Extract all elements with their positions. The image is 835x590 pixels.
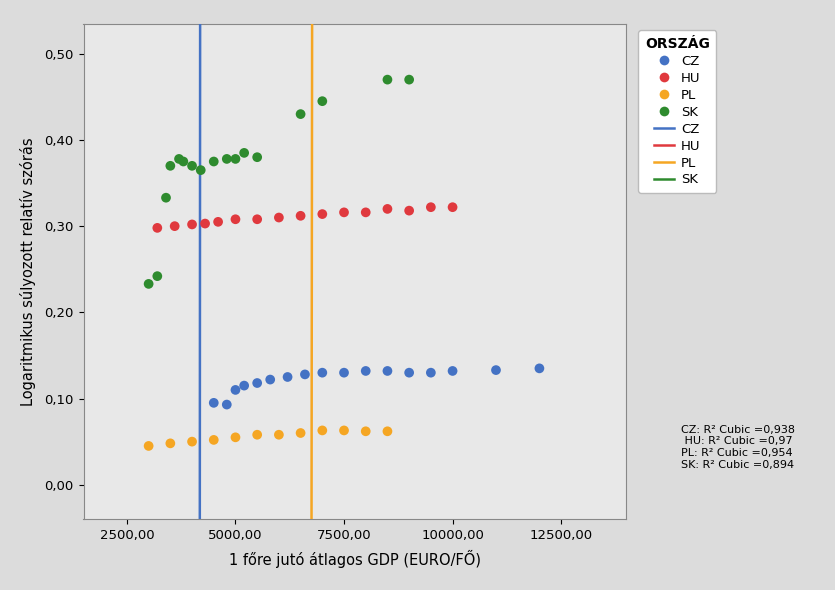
Point	[489, 365, 503, 375]
Point	[150, 271, 164, 281]
Point	[177, 157, 190, 166]
Point	[250, 430, 264, 440]
Point	[229, 154, 242, 163]
Point	[185, 219, 199, 229]
Point	[150, 223, 164, 232]
Point	[294, 428, 307, 438]
Point	[220, 400, 234, 409]
Point	[359, 208, 372, 217]
Point	[164, 438, 177, 448]
Point	[250, 378, 264, 388]
Point	[229, 432, 242, 442]
Point	[250, 215, 264, 224]
Point	[142, 279, 155, 289]
Point	[424, 202, 438, 212]
X-axis label: 1 főre jutó átlagos GDP (EURO/FŐ): 1 főre jutó átlagos GDP (EURO/FŐ)	[229, 550, 481, 568]
Point	[402, 206, 416, 215]
Point	[337, 368, 351, 378]
Point	[316, 426, 329, 435]
Point	[207, 435, 220, 445]
Point	[316, 96, 329, 106]
Point	[381, 75, 394, 84]
Point	[402, 368, 416, 378]
Point	[229, 215, 242, 224]
Text: CZ: R² Cubic =0,938
 HU: R² Cubic =0,97
PL: R² Cubic =0,954
SK: R² Cubic =0,894: CZ: R² Cubic =0,938 HU: R² Cubic =0,97 P…	[681, 425, 795, 470]
Point	[294, 211, 307, 221]
Point	[446, 366, 459, 376]
Point	[250, 152, 264, 162]
Point	[159, 193, 173, 202]
Point	[381, 204, 394, 214]
Point	[272, 213, 286, 222]
Point	[294, 109, 307, 119]
Point	[446, 202, 459, 212]
Point	[337, 208, 351, 217]
Point	[316, 368, 329, 378]
Point	[281, 372, 294, 382]
Point	[172, 154, 185, 163]
Point	[298, 370, 311, 379]
Point	[237, 381, 250, 391]
Point	[424, 368, 438, 378]
Point	[402, 75, 416, 84]
Point	[359, 366, 372, 376]
Point	[237, 148, 250, 158]
Point	[264, 375, 277, 384]
Point	[207, 157, 220, 166]
Point	[185, 437, 199, 447]
Point	[142, 441, 155, 451]
Point	[211, 217, 225, 227]
Point	[272, 430, 286, 440]
Point	[359, 427, 372, 436]
Point	[199, 219, 212, 228]
Point	[381, 366, 394, 376]
Point	[381, 427, 394, 436]
Point	[220, 154, 234, 163]
Point	[164, 161, 177, 171]
Point	[194, 165, 207, 175]
Point	[337, 426, 351, 435]
Point	[229, 385, 242, 395]
Point	[533, 363, 546, 373]
Point	[316, 209, 329, 219]
Point	[168, 221, 181, 231]
Legend: CZ, HU, PL, SK, CZ, HU, PL, SK: CZ, HU, PL, SK, CZ, HU, PL, SK	[638, 30, 716, 193]
Y-axis label: Logaritmikus súlyozott relatív szórás: Logaritmikus súlyozott relatív szórás	[20, 137, 36, 406]
Point	[185, 161, 199, 171]
Point	[207, 398, 220, 408]
